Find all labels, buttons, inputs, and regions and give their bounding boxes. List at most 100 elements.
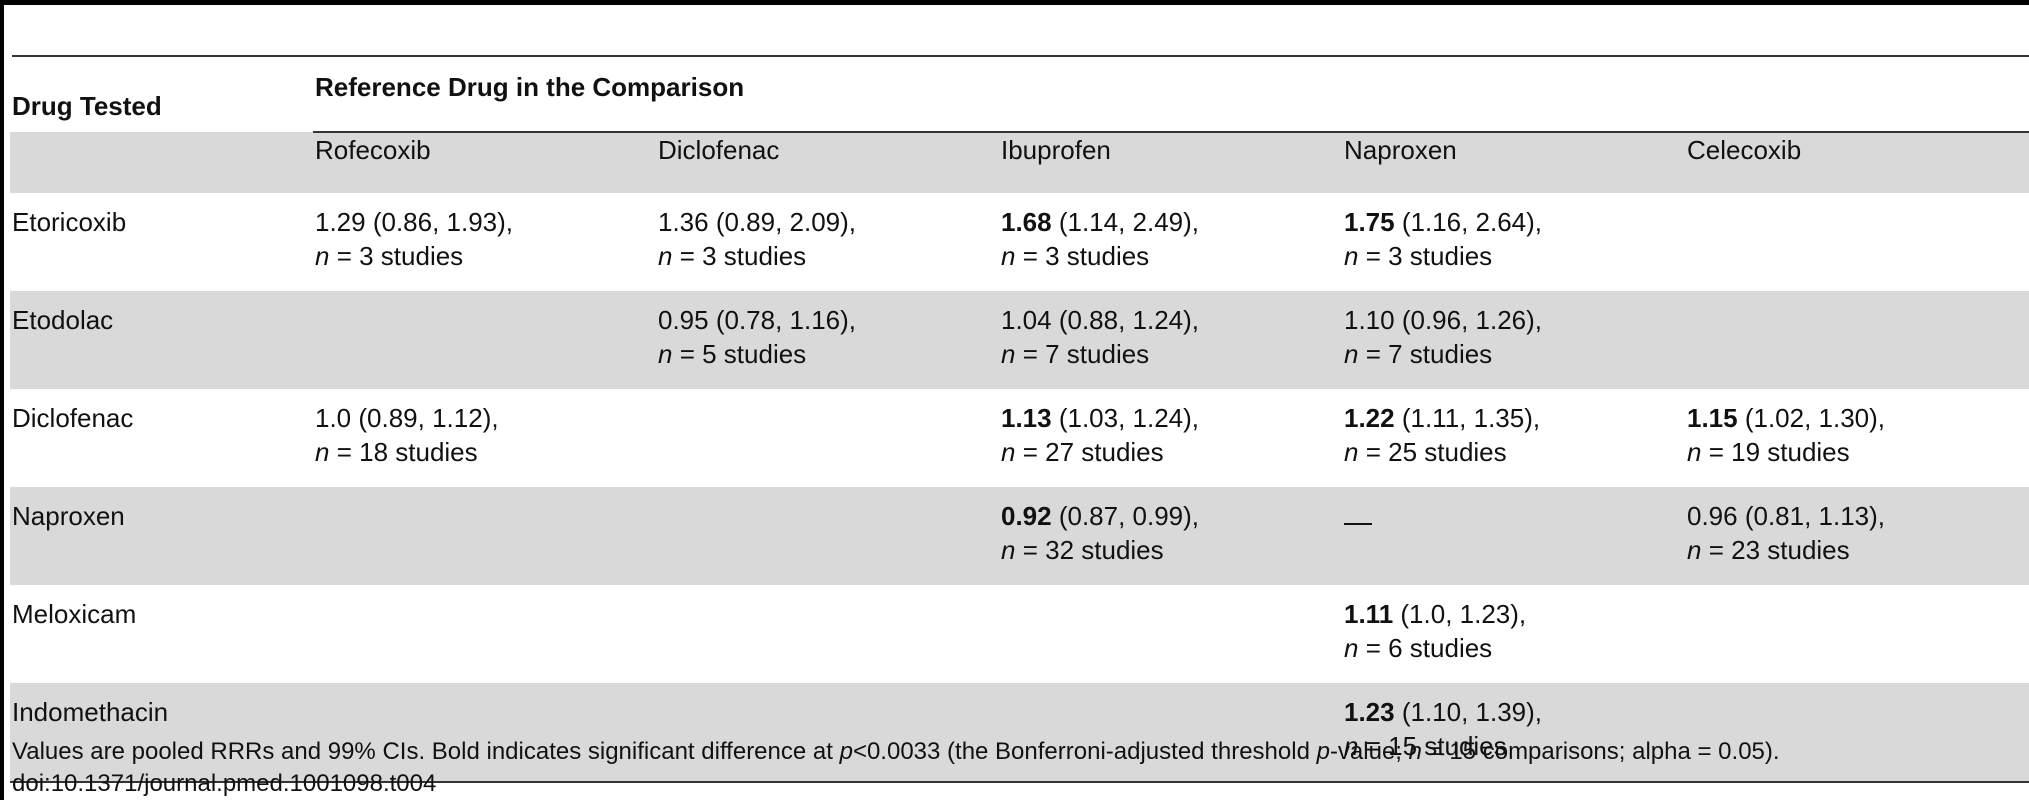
study-count: 23 <box>1731 535 1761 565</box>
rrr-value: 1.36 <box>658 207 709 237</box>
table-row: Etodolac 0.95 (0.78, 1.16), n = 5 studies 1… <box>10 291 2029 389</box>
table-cell: 0.96 (0.81, 1.13), n = 23 studies <box>1685 487 2029 585</box>
table-cell <box>656 585 999 683</box>
column-header-rofecoxib: Rofecoxib <box>313 132 656 193</box>
studies-label: studies <box>1074 437 1164 467</box>
confidence-interval: (0.89, 2.09), <box>708 207 857 237</box>
row-label: Meloxicam <box>12 599 137 629</box>
equals-sign: = <box>1358 633 1389 663</box>
table-cell <box>656 389 999 487</box>
table-cell: 1.04 (0.88, 1.24), n = 7 studies <box>999 291 1342 389</box>
confidence-interval: (0.87, 0.99), <box>1051 501 1200 531</box>
table-footnote: Values are pooled RRRs and 99% CIs. Bold… <box>12 736 2029 800</box>
confidence-interval: (1.16, 2.64), <box>1394 207 1543 237</box>
equals-sign: = <box>1015 241 1046 271</box>
table-cell: 0.95 (0.78, 1.16), n = 5 studies <box>656 291 999 389</box>
study-count: 18 <box>359 437 389 467</box>
n-symbol: n <box>315 437 330 467</box>
rrr-value: 1.10 <box>1344 305 1395 335</box>
blank-header-cell <box>10 132 313 193</box>
table-cell <box>313 291 656 389</box>
n-symbol: n <box>1344 437 1359 467</box>
n-symbol: n <box>1001 437 1016 467</box>
study-count: 3 <box>1045 241 1060 271</box>
confidence-interval: (0.89, 1.12), <box>351 403 499 433</box>
n-symbol: n <box>1344 633 1359 663</box>
rrr-value: 1.11 <box>1344 599 1394 629</box>
studies-label: studies <box>1760 535 1850 565</box>
equals-sign: = <box>672 241 703 271</box>
n-symbol: n <box>1687 535 1702 565</box>
table-cell: 1.10 (0.96, 1.26), n = 7 studies <box>1342 291 1685 389</box>
rrr-value: 0.96 <box>1687 501 1738 531</box>
confidence-interval: (0.96, 1.26), <box>1394 305 1543 335</box>
table-cell <box>313 683 656 783</box>
column-header-row: Rofecoxib Diclofenac Ibuprofen Naproxen … <box>10 132 2029 193</box>
confidence-interval: (0.88, 1.24), <box>1051 305 1200 335</box>
table-cell: 0.92 (0.87, 0.99), n = 32 studies <box>999 487 1342 585</box>
rrr-value: 1.04 <box>1001 305 1052 335</box>
footnote-n: n <box>1408 738 1422 765</box>
equals-sign: = <box>329 437 360 467</box>
study-count: 6 <box>1388 633 1403 663</box>
study-count: 27 <box>1045 437 1075 467</box>
study-count: 7 <box>1045 339 1060 369</box>
rrr-value: 1.29 <box>315 207 366 237</box>
table-row: Naproxen 0.92 (0.87, 0.99), n = 32 studies… <box>10 487 2029 585</box>
top-rule <box>0 0 2029 5</box>
studies-label: studies <box>388 437 478 467</box>
study-count: 25 <box>1388 437 1418 467</box>
footnote-p-1: p <box>839 738 853 765</box>
rrr-value: 0.92 <box>1001 501 1052 531</box>
table-cell <box>1685 585 2029 683</box>
rrr-value: 1.68 <box>1001 207 1052 237</box>
studies-label: studies <box>1760 437 1850 467</box>
column-header-naproxen: Naproxen <box>1342 132 1685 193</box>
study-count: 3 <box>702 241 717 271</box>
table-cell: 1.29 (0.86, 1.93), n = 3 studies <box>313 193 656 291</box>
equals-sign: = <box>1358 731 1389 761</box>
studies-label: studies <box>1059 241 1150 271</box>
table-body: Etoricoxib 1.29 (0.86, 1.93), n = 3 studie… <box>10 193 2029 783</box>
footnote-text-3: -value; <box>1329 738 1409 765</box>
equals-sign: = <box>329 241 360 271</box>
column-header-diclofenac: Diclofenac <box>656 132 999 193</box>
study-count: 3 <box>359 241 374 271</box>
table-cell: 1.23 (1.10, 1.39), n = 15 studies <box>1342 683 1685 783</box>
row-label: Etoricoxib <box>12 207 127 237</box>
table-row: Diclofenac 1.0 (0.89, 1.12), n = 18 studie… <box>10 389 2029 487</box>
studies-label: studies <box>1402 339 1493 369</box>
table-row: Etoricoxib 1.29 (0.86, 1.93), n = 3 studie… <box>10 193 2029 291</box>
equals-sign: = <box>1015 437 1046 467</box>
studies-label: studies <box>1417 437 1507 467</box>
table-cell <box>313 585 656 683</box>
confidence-interval: (1.10, 1.39), <box>1394 697 1543 727</box>
footnote-text-1: Values are pooled RRRs and 99% CIs. Bold… <box>12 738 840 765</box>
equals-sign: = <box>1015 339 1046 369</box>
footnote-text-2: <0.0033 (the Bonferroni-adjusted thresho… <box>852 738 1317 765</box>
studies-label: studies <box>1417 731 1507 761</box>
drug-tested-header: Drug Tested <box>12 91 162 121</box>
table-cell <box>999 683 1342 783</box>
footnote-text-4: = 15 comparisons; alpha = 0.05). <box>1422 738 1780 765</box>
row-label: Etodolac <box>10 291 313 389</box>
studies-label: studies <box>1402 633 1493 663</box>
n-symbol: n <box>1001 241 1016 271</box>
n-symbol: n <box>315 241 330 271</box>
n-symbol: n <box>1687 437 1702 467</box>
confidence-interval: (1.11, 1.35), <box>1394 403 1541 433</box>
n-symbol: n <box>1001 339 1016 369</box>
rrr-value: 1.0 <box>315 403 352 433</box>
column-header-celecoxib: Celecoxib <box>1685 132 2029 193</box>
table-cell: 1.15 (1.02, 1.30), n = 19 studies <box>1685 389 2029 487</box>
table-cell: 1.13 (1.03, 1.24), n = 27 studies <box>999 389 1342 487</box>
studies-label: studies <box>1402 241 1493 271</box>
confidence-interval: (1.02, 1.30), <box>1737 403 1886 433</box>
studies-label: studies <box>1074 535 1164 565</box>
rrr-value: 1.13 <box>1001 403 1052 433</box>
table-cell <box>999 585 1342 683</box>
studies-label: studies <box>716 339 807 369</box>
column-header-ibuprofen: Ibuprofen <box>999 132 1342 193</box>
table-cell: 1.75 (1.16, 2.64), n = 3 studies <box>1342 193 1685 291</box>
studies-label: studies <box>1059 339 1150 369</box>
